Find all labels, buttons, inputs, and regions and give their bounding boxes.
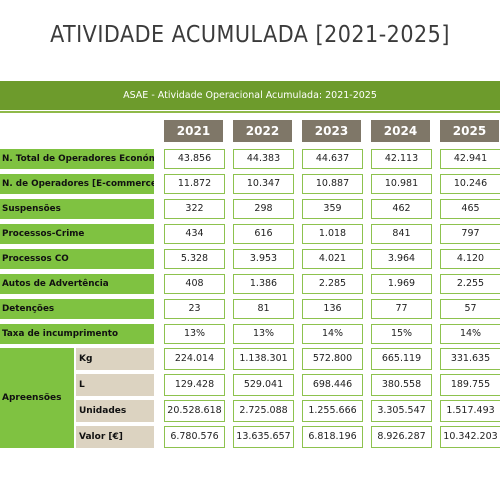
table-cell: 77 [371,299,432,319]
sub-row-label: Kg [76,348,154,370]
year-header: 2022 [233,120,292,142]
table-cell: 42.113 [371,149,432,169]
table-cell: 359 [302,199,363,219]
sub-row-label: Unidades [76,400,154,422]
table-cell: 6.818.196 [302,426,363,448]
banner-underline [0,111,500,113]
table-cell: 2.285 [302,274,363,294]
table-cell: 4.021 [302,249,363,269]
row-label: N. Total de Operadores Económicos [0,149,154,169]
table-cell: 6.780.576 [164,426,225,448]
year-header: 2025 [440,120,499,142]
table-cell: 10.887 [302,174,363,194]
table-cell: 1.386 [233,274,294,294]
table-cell: 44.383 [233,149,294,169]
table-cell: 1.255.666 [302,400,363,422]
sub-row-label: L [76,374,154,396]
row-label: Processos-Crime [0,224,154,244]
table-cell: 4.120 [440,249,500,269]
table-cell: 462 [371,199,432,219]
table-cell: 129.428 [164,374,225,396]
table-cell: 189.755 [440,374,500,396]
table-cell: 23 [164,299,225,319]
row-label: N. de Operadores [E-commerce] [0,174,154,194]
table-cell: 8.926.287 [371,426,432,448]
table-cell: 13% [233,324,294,344]
table-cell: 136 [302,299,363,319]
table-cell: 14% [302,324,363,344]
table-cell: 10.347 [233,174,294,194]
table-cell: 616 [233,224,294,244]
table-cell: 14% [440,324,500,344]
table-cell: 44.637 [302,149,363,169]
table-cell: 10.981 [371,174,432,194]
table-cell: 572.800 [302,348,363,370]
table-cell: 15% [371,324,432,344]
table-cell: 224.014 [164,348,225,370]
table-cell: 408 [164,274,225,294]
table-cell: 331.635 [440,348,500,370]
table-cell: 665.119 [371,348,432,370]
row-label: Processos CO [0,249,154,269]
table-cell: 3.964 [371,249,432,269]
table-cell: 10.342.203 [440,426,500,448]
table-cell: 81 [233,299,294,319]
year-header: 2021 [164,120,223,142]
table-cell: 322 [164,199,225,219]
table-cell: 2.725.088 [233,400,294,422]
table-cell: 43.856 [164,149,225,169]
table-cell: 13% [164,324,225,344]
table-cell: 797 [440,224,500,244]
table-cell: 529.041 [233,374,294,396]
table-cell: 20.528.618 [164,400,225,422]
table-cell: 2.255 [440,274,500,294]
row-label: Detenções [0,299,154,319]
table-cell: 698.446 [302,374,363,396]
year-header: 2023 [302,120,361,142]
page-title: ATIVIDADE ACUMULADA [2021-2025] [50,22,450,48]
table-cell: 13.635.657 [233,426,294,448]
table-cell: 3.305.547 [371,400,432,422]
row-label: Suspensões [0,199,154,219]
table-cell: 3.953 [233,249,294,269]
sub-row-label: Valor [€] [76,426,154,448]
year-header: 2024 [371,120,430,142]
table-cell: 380.558 [371,374,432,396]
table-cell: 841 [371,224,432,244]
table-cell: 465 [440,199,500,219]
table-cell: 1.018 [302,224,363,244]
row-label: Taxa de incumprimento [0,324,154,344]
table-cell: 5.328 [164,249,225,269]
group-label-apreensoes: Apreensões [0,348,74,448]
table-cell: 298 [233,199,294,219]
table-cell: 1.517.493 [440,400,500,422]
table-cell: 1.138.301 [233,348,294,370]
table-cell: 1.969 [371,274,432,294]
table-banner: ASAE - Atividade Operacional Acumulada: … [0,81,500,110]
table-cell: 57 [440,299,500,319]
table-cell: 10.246 [440,174,500,194]
table-cell: 434 [164,224,225,244]
row-label: Autos de Advertência [0,274,154,294]
table-cell: 11.872 [164,174,225,194]
table-cell: 42.941 [440,149,500,169]
